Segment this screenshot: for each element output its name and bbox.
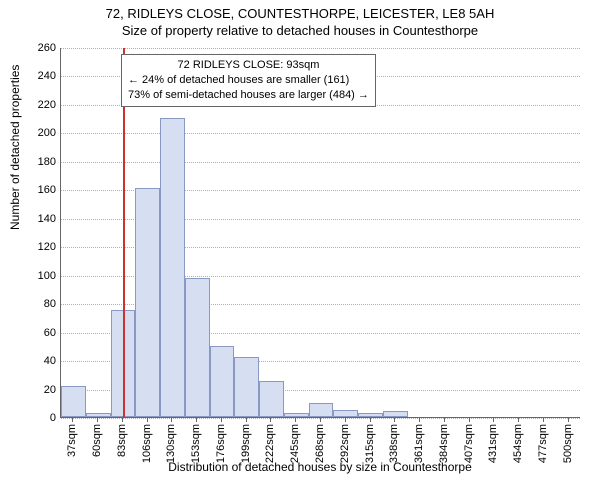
y-tick-label: 40 [26, 355, 56, 367]
y-tick-label: 140 [26, 213, 56, 225]
x-tick-label: 477sqm [537, 424, 549, 463]
x-tick-mark [320, 418, 321, 422]
y-tick-label: 0 [26, 412, 56, 424]
histogram-bar [284, 413, 309, 417]
x-tick-mark [72, 418, 73, 422]
x-tick-label: 37sqm [66, 424, 78, 457]
y-tick-labels: 020406080100120140160180200220240260 [28, 48, 58, 418]
y-tick-label: 60 [26, 327, 56, 339]
histogram-bar [358, 413, 383, 417]
x-tick-mark [493, 418, 494, 422]
y-tick-label: 200 [26, 127, 56, 139]
x-tick-label: 454sqm [512, 424, 524, 463]
histogram-bar [210, 346, 235, 417]
x-tick-mark [270, 418, 271, 422]
histogram-bar [86, 413, 111, 417]
x-tick-mark [543, 418, 544, 422]
x-tick-label: 315sqm [364, 424, 376, 463]
x-tick-label: 384sqm [438, 424, 450, 463]
x-tick-mark [370, 418, 371, 422]
plot-area: 72 RIDLEYS CLOSE: 93sqm ← 24% of detache… [60, 48, 580, 418]
x-tick-label: 199sqm [240, 424, 252, 463]
histogram-bar [309, 403, 334, 417]
x-tick-mark [122, 418, 123, 422]
property-size-histogram: 72, RIDLEYS CLOSE, COUNTESTHORPE, LEICES… [0, 0, 600, 500]
y-tick-label: 100 [26, 270, 56, 282]
chart-title-main: 72, RIDLEYS CLOSE, COUNTESTHORPE, LEICES… [0, 0, 600, 21]
x-tick-label: 153sqm [190, 424, 202, 463]
x-tick-label: 500sqm [562, 424, 574, 463]
x-tick-mark [444, 418, 445, 422]
x-tick-label: 176sqm [215, 424, 227, 463]
x-tick-mark [518, 418, 519, 422]
x-tick-mark [295, 418, 296, 422]
x-tick-mark [171, 418, 172, 422]
y-tick-label: 20 [26, 384, 56, 396]
x-tick-mark [196, 418, 197, 422]
x-tick-label: 222sqm [264, 424, 276, 463]
y-tick-label: 160 [26, 184, 56, 196]
y-tick-label: 240 [26, 70, 56, 82]
chart-title-sub: Size of property relative to detached ho… [0, 23, 600, 38]
x-tick-label: 407sqm [463, 424, 475, 463]
x-tick-label: 60sqm [91, 424, 103, 457]
histogram-bar [333, 410, 358, 417]
histogram-bar [135, 188, 160, 417]
x-tick-mark [221, 418, 222, 422]
y-tick-label: 80 [26, 298, 56, 310]
x-tick-label: 431sqm [487, 424, 499, 463]
x-tick-mark [97, 418, 98, 422]
x-tick-label: 268sqm [314, 424, 326, 463]
info-box-line1: 72 RIDLEYS CLOSE: 93sqm [128, 58, 369, 73]
x-tick-label: 245sqm [289, 424, 301, 463]
x-tick-mark [394, 418, 395, 422]
gridline [61, 162, 580, 163]
x-tick-label: 106sqm [141, 424, 153, 463]
y-tick-label: 220 [26, 99, 56, 111]
x-tick-mark [568, 418, 569, 422]
x-tick-mark [419, 418, 420, 422]
info-box-line2: ← 24% of detached houses are smaller (16… [128, 73, 369, 88]
x-tick-label: 130sqm [165, 424, 177, 463]
y-tick-label: 120 [26, 241, 56, 253]
x-tick-mark [246, 418, 247, 422]
y-tick-label: 260 [26, 42, 56, 54]
histogram-bar [383, 411, 408, 417]
x-tick-label: 83sqm [116, 424, 128, 457]
x-tick-mark [345, 418, 346, 422]
gridline [61, 48, 580, 49]
x-tick-mark [147, 418, 148, 422]
histogram-bar [234, 357, 259, 417]
gridline [61, 133, 580, 134]
x-axis-label: Distribution of detached houses by size … [60, 460, 580, 474]
y-axis-label: Number of detached properties [8, 65, 22, 230]
x-tick-label: 361sqm [413, 424, 425, 463]
histogram-bar [259, 381, 284, 417]
x-tick-label: 338sqm [388, 424, 400, 463]
info-box: 72 RIDLEYS CLOSE: 93sqm ← 24% of detache… [121, 54, 376, 107]
x-tick-mark [469, 418, 470, 422]
y-tick-label: 180 [26, 156, 56, 168]
histogram-bar [185, 278, 210, 417]
histogram-bar [61, 386, 86, 417]
info-box-line3: 73% of semi-detached houses are larger (… [128, 88, 369, 103]
histogram-bar [160, 118, 185, 417]
x-tick-label: 292sqm [339, 424, 351, 463]
